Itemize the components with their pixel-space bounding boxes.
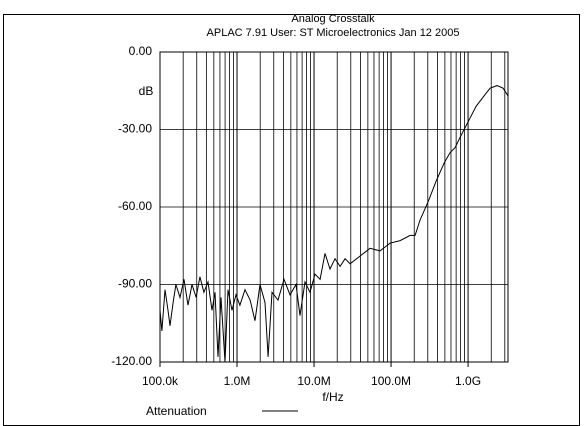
chart-subtitle: APLAC 7.91 User: ST Microelectronics Jan… xyxy=(207,27,460,39)
x-tick-label: 1.0G xyxy=(455,374,481,388)
figure-frame xyxy=(3,14,580,426)
x-tick-label: 100.0M xyxy=(371,374,411,388)
x-axis-label: f/Hz xyxy=(322,390,343,404)
chart-title: Analog Crosstalk xyxy=(291,13,375,25)
y-tick-label: -90.00 xyxy=(118,277,152,291)
y-tick-label: -120.00 xyxy=(111,354,152,368)
y-axis-label: dB xyxy=(139,84,154,98)
data-line xyxy=(159,85,509,363)
y-tick-label: -60.00 xyxy=(118,199,152,213)
y-tick-label: -30.00 xyxy=(118,122,152,136)
x-tick-label: 100.0k xyxy=(142,374,179,388)
x-tick-label: 1.0M xyxy=(224,374,251,388)
legend-label: Attenuation xyxy=(146,404,207,418)
x-tick-label: 10.0M xyxy=(297,374,330,388)
y-tick-label: 0.00 xyxy=(129,44,153,58)
